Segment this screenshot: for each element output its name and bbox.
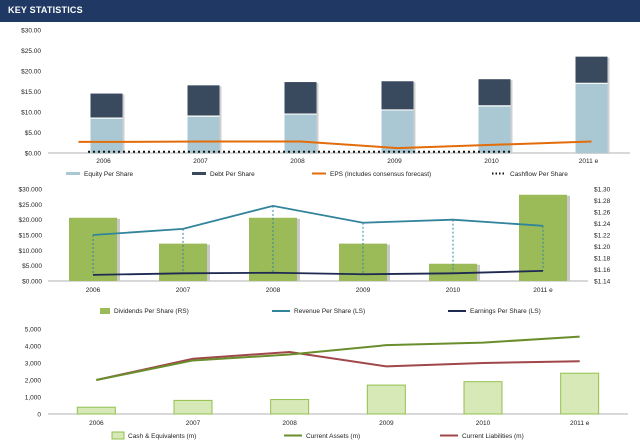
chart1-y-tick: $30.00 — [21, 28, 41, 35]
chart1-x-tick: 2010 — [484, 158, 499, 165]
chart3-y-tick: 0 — [37, 412, 41, 419]
chart1-bar-equity — [381, 109, 414, 153]
chart1-y-tick: $10.00 — [21, 110, 41, 117]
chart3-line-assets — [96, 335, 580, 381]
chart1-legend-swatch-equity — [66, 172, 80, 175]
chart3-bar-cash — [366, 384, 406, 415]
chart3-x-tick: 2010 — [476, 420, 491, 427]
chart1-y-tick: $15.00 — [21, 89, 41, 96]
chart2-y-tick-left: $25.000 — [19, 202, 43, 209]
chart1-y-tick: $25.00 — [21, 48, 41, 55]
chart2-line-earnings — [92, 269, 544, 276]
chart2-y-tick-left: $5.000 — [22, 263, 42, 270]
chart2-bar-dividends — [339, 243, 387, 281]
chart3-legend-assets: Current Assets (m) — [306, 433, 360, 440]
chart2-y-tick-right: $1.30 — [594, 187, 611, 194]
chart2-x-tick: 2007 — [176, 287, 191, 294]
chart3-x-tick: 2008 — [282, 420, 297, 427]
chart1-x-tick: 2009 — [387, 158, 402, 165]
chart3-y-tick: 4,000 — [25, 344, 42, 351]
chart3-y-tick: 5,000 — [25, 327, 42, 334]
chart2-legend-dividends: Dividends Per Share (RS) — [114, 308, 189, 315]
chart2-x-tick: 2006 — [86, 287, 101, 294]
chart2-y-tick-right: $1.20 — [594, 244, 611, 251]
chart1-x-tick: 2008 — [290, 158, 305, 165]
chart3-legend-swatch-cash — [111, 431, 125, 440]
chart2-y-tick-right: $1.24 — [594, 221, 611, 228]
chart1-legend-debt: Debt Per Share — [210, 171, 255, 178]
chart2-y-tick-left: $10.000 — [19, 248, 43, 255]
chart1-x-tick: 2006 — [96, 158, 111, 165]
chart1-x-tick: 2007 — [193, 158, 208, 165]
chart2-line-revenue — [92, 204, 544, 236]
chart1-bar-debt — [90, 93, 123, 119]
chart1-x-tick: 2011 e — [579, 158, 599, 165]
key-statistics-header: KEY STATISTICS — [0, 0, 640, 22]
chart3-bar-cash — [463, 381, 503, 415]
chart3-bar-cash — [270, 399, 310, 415]
page-title: KEY STATISTICS — [8, 5, 83, 15]
chart3-y-tick: 3,000 — [25, 361, 42, 368]
chart2-x-tick: 2010 — [446, 287, 461, 294]
chart1-line-eps — [78, 140, 592, 150]
chart2-y-tick-left: $30.000 — [19, 187, 43, 194]
chart2-y-tick-right: $1.14 — [594, 279, 611, 286]
chart3-y-tick: 1,000 — [25, 395, 42, 402]
chart2-y-tick-right: $1.16 — [594, 267, 611, 274]
chart1-y-tick: $20.00 — [21, 69, 41, 76]
chart2-legend-swatch-dividends — [100, 308, 110, 314]
chart1-bar-debt — [381, 81, 414, 110]
chart3-x-tick: 2006 — [89, 420, 104, 427]
chart1-y-tick: $5.00 — [25, 130, 42, 137]
chart2-y-tick-left: $20.000 — [19, 217, 43, 224]
chart1-bar-debt — [284, 82, 317, 115]
chart1-legend-equity: Equity Per Share — [84, 171, 134, 178]
chart3-x-tick: 2007 — [186, 420, 201, 427]
chart1-legend-cashflow: Cashflow Per Share — [510, 171, 568, 178]
chart2-y-tick-right: $1.22 — [594, 233, 611, 240]
chart1-bar-equity — [90, 118, 123, 153]
chart3-line-liabilities — [96, 350, 580, 381]
chart1-y-tick: $0.00 — [25, 151, 42, 158]
chart2-legend-earnings: Earnings Per Share (LS) — [470, 308, 541, 315]
chart1-legend-swatch-debt — [192, 172, 206, 175]
chart3-legend-liabilities: Current Liabilities (m) — [462, 433, 524, 440]
chart2-x-tick: 2011 e — [533, 287, 553, 294]
chart1-bar-equity — [187, 116, 220, 153]
chart2-y-tick-right: $1.26 — [594, 210, 611, 217]
chart2-x-tick: 2009 — [356, 287, 371, 294]
chart3-legend-cash: Cash & Equivalents (m) — [128, 433, 196, 440]
chart1-bar-debt — [575, 56, 608, 84]
chart2-legend-revenue: Revenue Per Share (LS) — [294, 308, 365, 315]
chart3-bar-cash — [76, 406, 116, 415]
chart3-x-tick: 2011 e — [570, 420, 590, 427]
chart2-y-tick-left: $15.000 — [19, 233, 43, 240]
chart2-bar-dividends — [69, 217, 117, 281]
chart3-x-tick: 2009 — [379, 420, 394, 427]
chart3-bar-cash — [560, 372, 600, 415]
chart2-y-tick-right: $1.28 — [594, 198, 611, 205]
chart3-y-tick: 2,000 — [25, 378, 42, 385]
chart1-bar-debt — [478, 79, 511, 106]
chart2-x-tick: 2008 — [266, 287, 281, 294]
chart1-bar-equity — [284, 114, 317, 153]
chart2-y-tick-right: $1.18 — [594, 256, 611, 263]
chart2-y-tick-left: $0.000 — [22, 279, 42, 286]
chart3-bar-cash — [173, 399, 213, 415]
chart1-legend-eps: EPS (Includes consensus forecast) — [330, 171, 431, 178]
chart1-bar-debt — [187, 85, 220, 117]
